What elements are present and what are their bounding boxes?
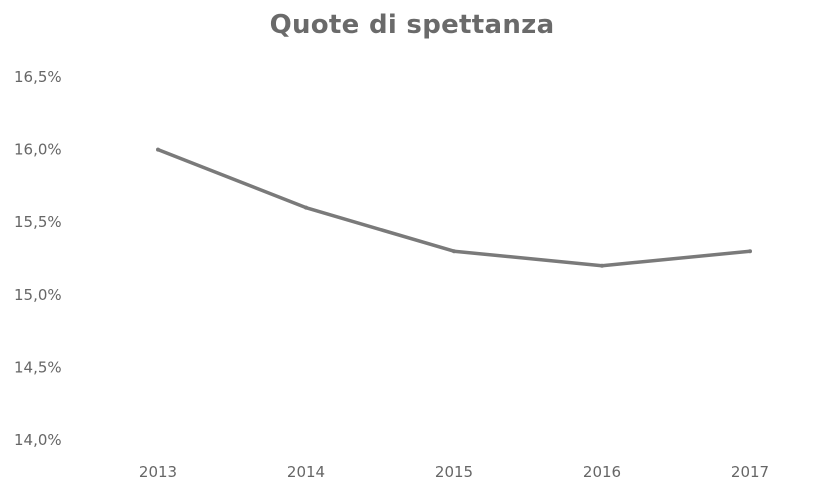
x-tick-label: 2017	[731, 463, 769, 481]
data-point	[600, 263, 604, 268]
data-point	[452, 249, 456, 254]
y-tick-label: 16,5%	[14, 68, 62, 86]
x-tick-label: 2015	[435, 463, 473, 481]
y-tick-label: 16,0%	[14, 141, 62, 159]
data-point	[748, 249, 752, 254]
x-tick-label: 2013	[139, 463, 177, 481]
x-tick-label: 2014	[287, 463, 325, 481]
y-tick-label: 14,5%	[14, 358, 62, 376]
y-tick-label: 14,0%	[14, 431, 62, 449]
chart-title: Quote di spettanza	[269, 10, 555, 40]
y-tick-label: 15,5%	[14, 213, 62, 231]
x-tick-label: 2016	[583, 463, 621, 481]
data-point	[156, 147, 160, 152]
data-point	[304, 205, 308, 210]
y-tick-label: 15,0%	[14, 286, 62, 304]
series-line	[156, 147, 752, 268]
